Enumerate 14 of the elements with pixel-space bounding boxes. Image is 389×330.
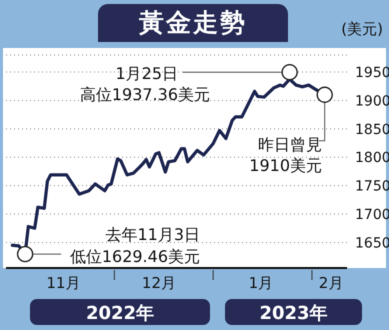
annotation: 高位1937.36美元 bbox=[80, 85, 210, 104]
chart-title: 黃金走勢 bbox=[98, 4, 288, 42]
x-tick-label: 2月 bbox=[318, 274, 344, 292]
x-tick-label: 11月 bbox=[46, 274, 80, 292]
annotation: 低位1629.46美元 bbox=[70, 247, 200, 266]
x-tick-label: 12月 bbox=[142, 274, 176, 292]
annotation: 1910美元 bbox=[249, 156, 322, 175]
text: 2022年 bbox=[86, 303, 154, 324]
annotation: 昨日曾見 bbox=[258, 135, 322, 154]
y-axis-title: (美元) bbox=[341, 20, 383, 39]
text: 2023年 bbox=[259, 303, 328, 324]
annotation: 去年11月3日 bbox=[105, 225, 200, 244]
annotation: 1月25日 bbox=[115, 64, 178, 83]
x-tick-label: 1月 bbox=[248, 274, 274, 292]
